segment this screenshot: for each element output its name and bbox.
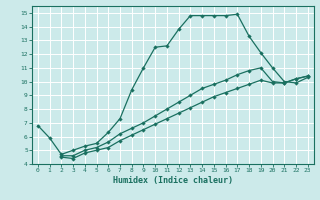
X-axis label: Humidex (Indice chaleur): Humidex (Indice chaleur) <box>113 176 233 185</box>
